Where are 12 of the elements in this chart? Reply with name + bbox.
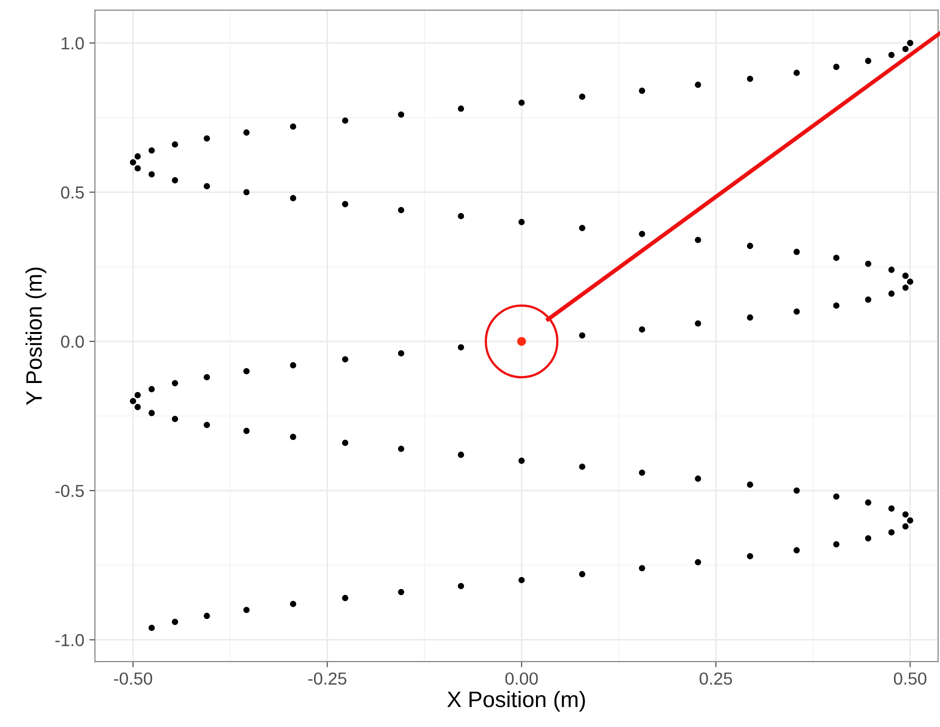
y-axis-title: Y Position (m)	[26, 268, 46, 405]
x-tick-label: -0.25	[308, 672, 346, 685]
y-tick-label: -0.5	[55, 484, 84, 498]
y-tick-label: -1.0	[55, 634, 84, 646]
y-tick-label: 0.0	[61, 336, 84, 348]
y-tick-label: 0.5	[61, 186, 84, 199]
x-tick-label: 0.00	[505, 672, 538, 685]
x-tick-label: 0.50	[894, 672, 926, 685]
x-tick-label: 0.25	[700, 672, 732, 685]
x-tick-label: -0.50	[114, 672, 152, 685]
x-axis-title: X Position (m)	[447, 690, 585, 712]
y-tick-label: 1.0	[62, 37, 84, 50]
